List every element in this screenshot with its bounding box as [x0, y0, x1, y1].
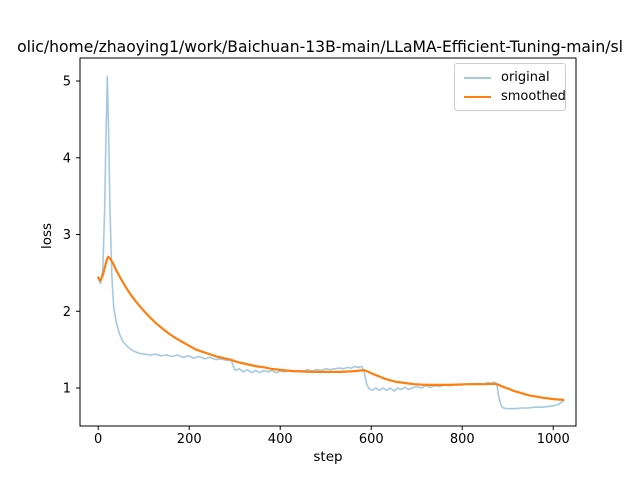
- x-tick-label: 400: [268, 432, 293, 447]
- y-tick-label: 3: [63, 228, 71, 243]
- chart-title: olic/home/zhaoying1/work/Baichuan-13B-ma…: [17, 38, 623, 56]
- smoothed-line: [97, 255, 565, 401]
- x-tick-label: 1000: [537, 432, 570, 447]
- legend: original smoothed: [454, 63, 566, 111]
- smoothed-line-swatch: [464, 95, 491, 98]
- y-tick-label: 5: [63, 75, 71, 90]
- original-line: [97, 75, 565, 410]
- y-tick-label: 4: [63, 151, 71, 166]
- axes-frame: [79, 57, 577, 427]
- y-axis-label: loss: [39, 222, 55, 250]
- x-tick-label: 600: [359, 432, 384, 447]
- legend-item-smoothed: smoothed: [464, 88, 566, 105]
- legend-label-original: original: [501, 70, 550, 85]
- x-axis-label: step: [313, 449, 343, 465]
- x-tick-label: 200: [177, 432, 202, 447]
- x-tick-label: 800: [450, 432, 475, 447]
- y-tick-label: 2: [63, 305, 71, 320]
- legend-label-smoothed: smoothed: [501, 89, 566, 104]
- y-tick-label: 1: [63, 382, 71, 397]
- legend-item-original: original: [464, 69, 556, 86]
- original-line-swatch: [464, 76, 491, 79]
- x-tick-label: 0: [94, 432, 102, 447]
